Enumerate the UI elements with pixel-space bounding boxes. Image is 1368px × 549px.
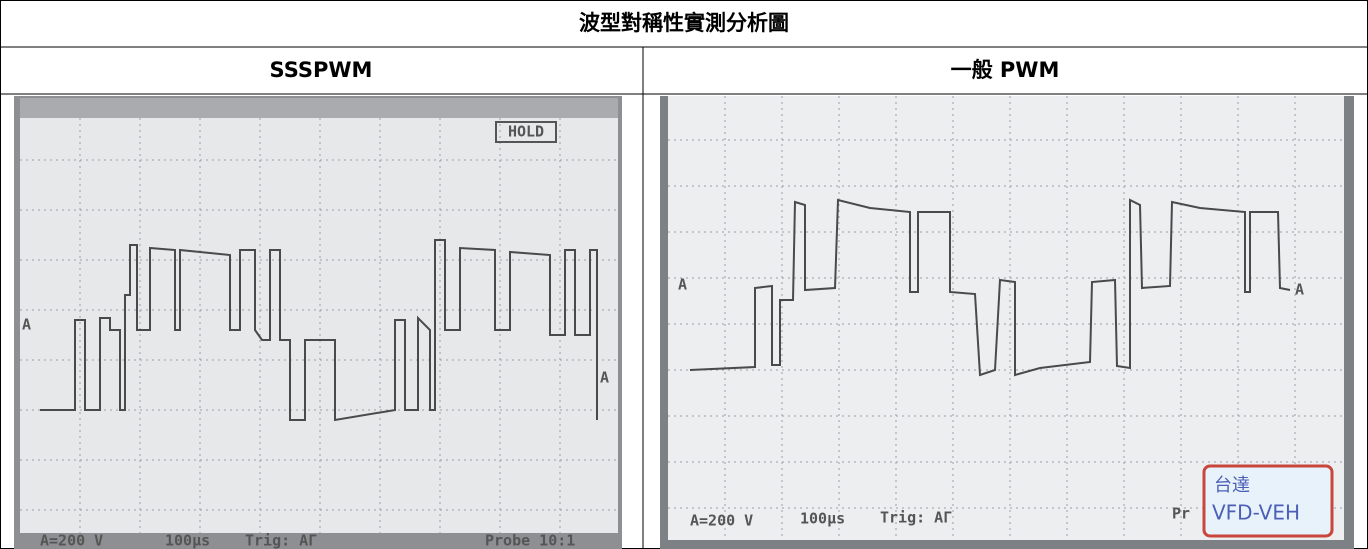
scope-status: Probe 10:1: [485, 532, 575, 549]
column-header: 一般 PWM: [951, 58, 1060, 82]
channel-marker: A: [600, 369, 609, 387]
channel-marker: A: [678, 276, 687, 294]
table-title: 波型對稱性實測分析圖: [579, 11, 789, 35]
scope-photo: [14, 96, 622, 549]
scope-status: Trig: AΓ: [880, 509, 952, 527]
scope-status: Pr: [1172, 505, 1190, 523]
scope-status: Trig: AΓ: [245, 532, 317, 549]
stamp-text: 台達: [1214, 475, 1250, 496]
scope-status: A=200 V: [40, 532, 103, 549]
channel-marker: A: [22, 316, 31, 334]
scope-status: 100µs: [800, 510, 845, 528]
scope-status: A=200 V: [690, 512, 753, 530]
channel-marker: A: [1295, 281, 1304, 299]
page: 波型對稱性實測分析圖 SSSPWM 一般 PWM HOLD A A A=200 …: [0, 0, 1368, 549]
hold-label: HOLD: [508, 123, 544, 141]
scope-status: 100µs: [165, 532, 210, 549]
column-header: SSSPWM: [270, 58, 373, 82]
stamp-text: VFD-VEH: [1212, 501, 1300, 525]
